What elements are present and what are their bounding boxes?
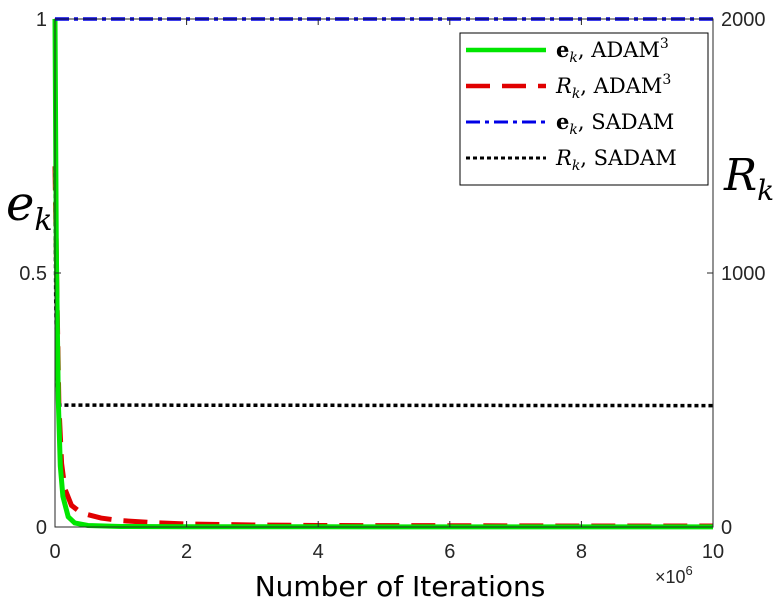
legend-subscript: k xyxy=(569,50,577,66)
legend-symbol: e xyxy=(556,109,569,134)
legend-subscript: k xyxy=(572,158,580,174)
y-axis-right-label: Rk xyxy=(723,150,774,207)
axes xyxy=(54,18,714,528)
legend-superscript: 3 xyxy=(662,72,671,88)
y-axis-right-symbol: R xyxy=(723,150,757,201)
legend-symbol: R xyxy=(555,74,572,98)
legend-algorithm: , SADAM xyxy=(580,146,676,170)
legend-box xyxy=(459,32,709,186)
x-tick-label: 6 xyxy=(444,541,455,563)
x-axis-multiplier-base: ×10 xyxy=(655,567,686,587)
legend-label-2: Rk, ADAM3 xyxy=(555,72,671,102)
series-line-4 xyxy=(53,166,714,408)
legend-label-3: ek, SADAM xyxy=(556,109,674,138)
legend-subscript: k xyxy=(572,86,580,102)
legend-label-4: Rk, SADAM xyxy=(555,146,677,174)
legend-superscript: 3 xyxy=(660,36,669,52)
series-line-2 xyxy=(52,166,713,529)
legend-symbol: e xyxy=(556,37,569,62)
y-right-tick-label: 2000 xyxy=(721,9,766,31)
y-left-tick-label: 0 xyxy=(36,517,47,539)
x-tick-label: 10 xyxy=(702,541,724,563)
x-tick-label: 2 xyxy=(181,541,192,563)
y-left-tick-label: 1 xyxy=(36,9,47,31)
y-right-tick-label: 0 xyxy=(721,517,732,539)
legend-algorithm: , ADAM xyxy=(580,74,662,98)
y-right-tick-label: 1000 xyxy=(721,263,766,285)
y-axis-left-symbol: e xyxy=(6,176,34,232)
x-axis-multiplier: ×106 xyxy=(655,563,693,587)
y-axis-left-subscript: k xyxy=(34,203,52,238)
legend-subscript: k xyxy=(569,122,577,138)
legend-label-1: ek, ADAM3 xyxy=(556,36,669,66)
x-tick-label: 4 xyxy=(313,541,324,563)
legend-algorithm: , ADAM xyxy=(578,38,660,62)
y-axis-right-subscript: k xyxy=(757,174,774,207)
y-axis-left-label: ek xyxy=(6,176,53,238)
x-axis-label: Number of Iterations xyxy=(255,570,546,603)
x-tick-label: 8 xyxy=(576,541,587,563)
x-tick-label: 0 xyxy=(49,541,60,563)
legend-symbol: R xyxy=(555,146,572,170)
legend-algorithm: , SADAM xyxy=(578,110,674,134)
y-left-tick-label: 0.5 xyxy=(19,263,47,285)
x-axis-multiplier-exp: 6 xyxy=(686,563,693,578)
